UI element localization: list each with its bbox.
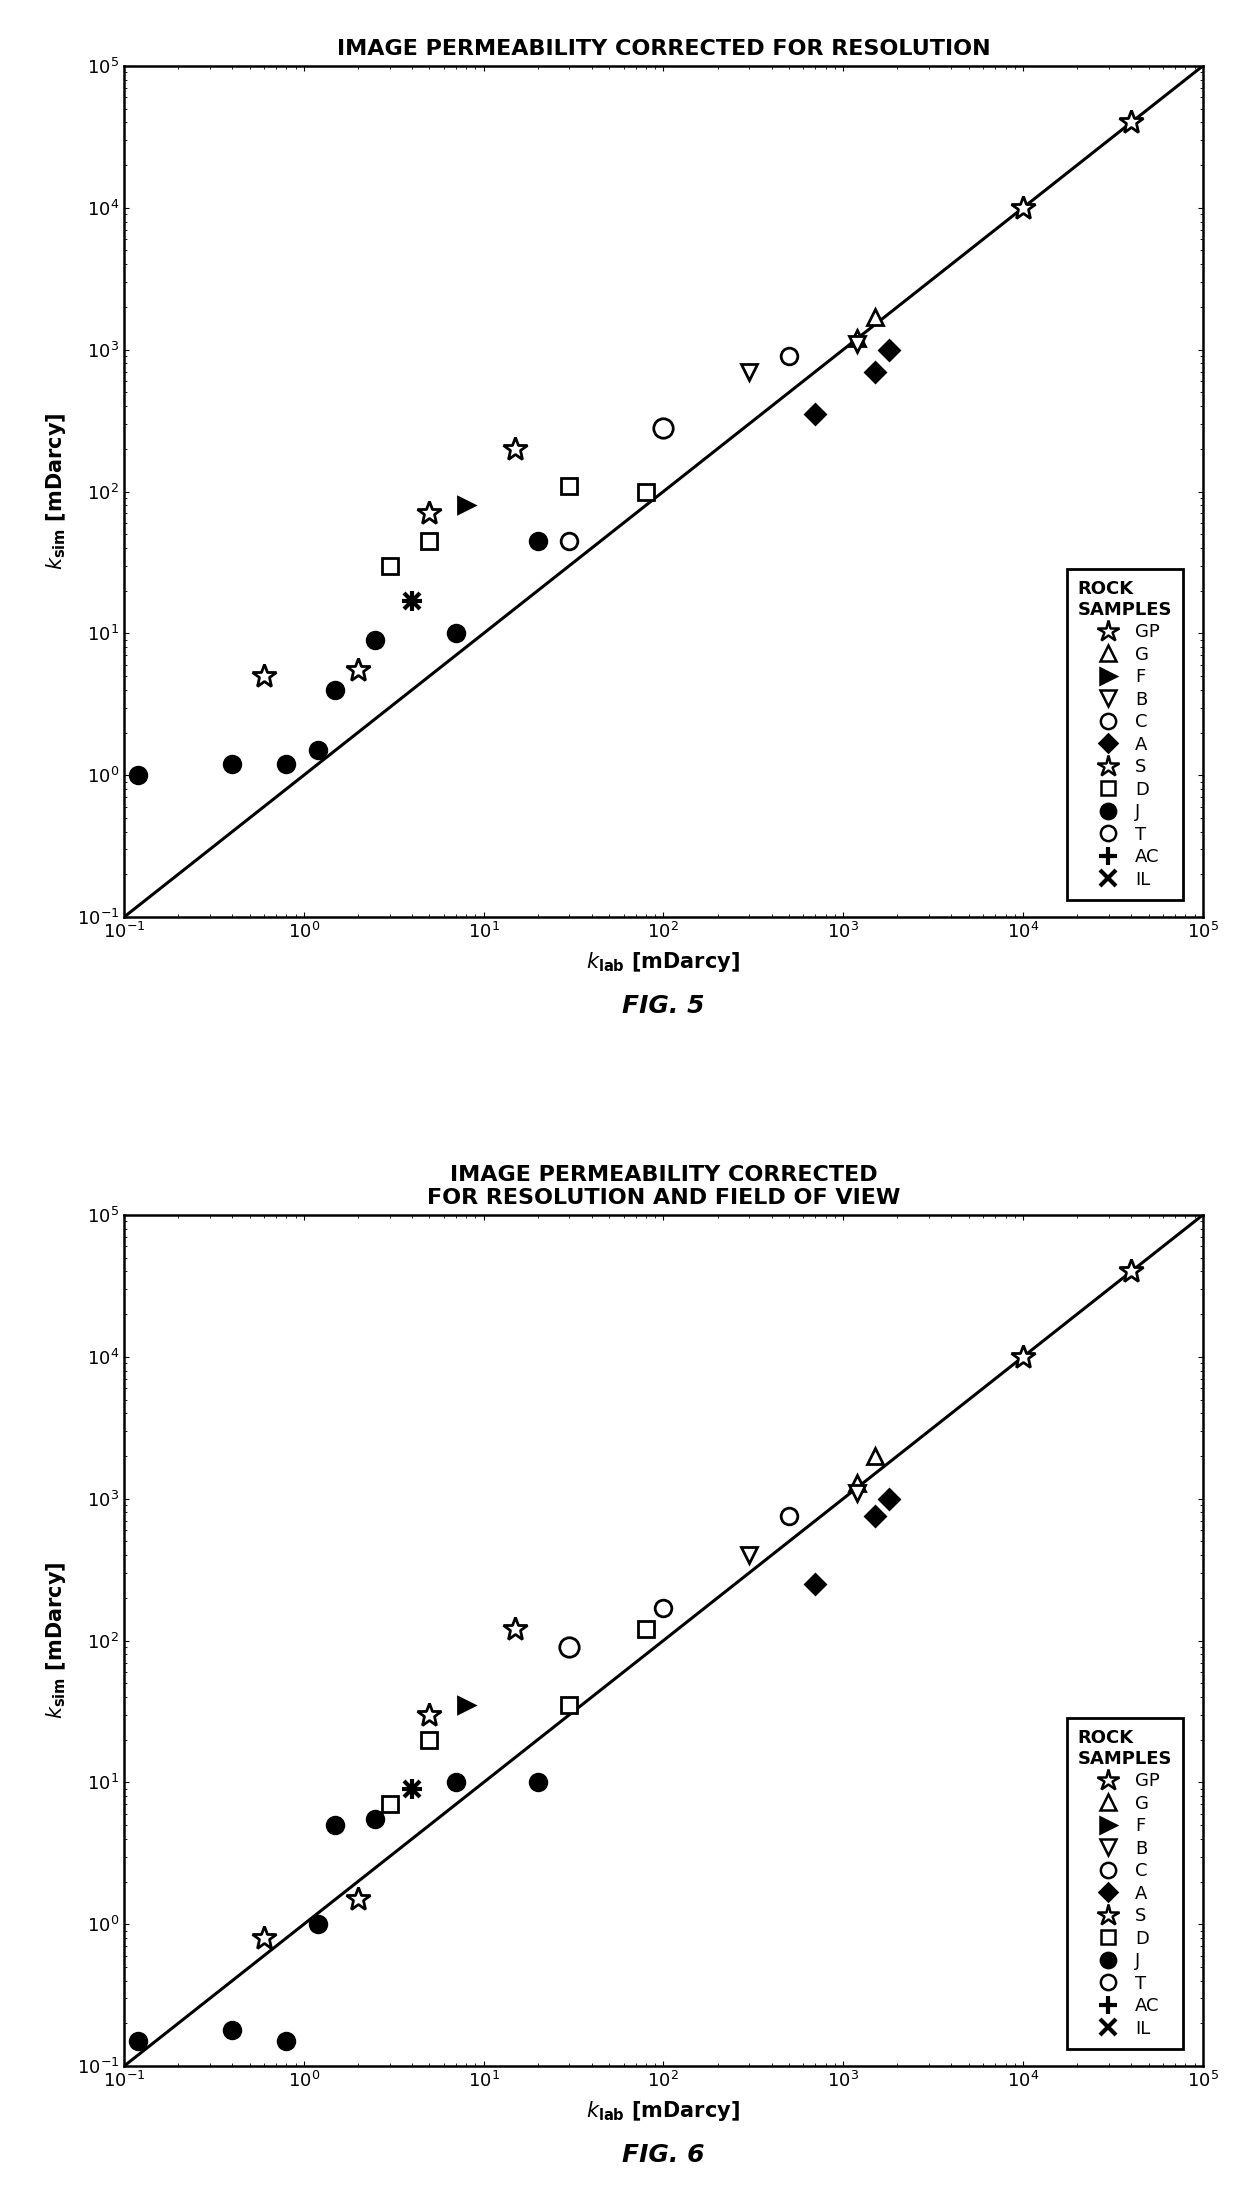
X-axis label: $k_\mathbf{lab}$ [mDarcy]: $k_\mathbf{lab}$ [mDarcy] bbox=[587, 950, 740, 974]
Legend: GP, G, F, B, C, A, S, D, J, T, AC, IL: GP, G, F, B, C, A, S, D, J, T, AC, IL bbox=[1066, 1719, 1183, 2049]
Y-axis label: $k_\mathbf{sim}$ [mDarcy]: $k_\mathbf{sim}$ [mDarcy] bbox=[45, 1563, 68, 1719]
X-axis label: $k_\mathbf{lab}$ [mDarcy]: $k_\mathbf{lab}$ [mDarcy] bbox=[587, 2099, 740, 2123]
Legend: GP, G, F, B, C, A, S, D, J, T, AC, IL: GP, G, F, B, C, A, S, D, J, T, AC, IL bbox=[1066, 569, 1183, 899]
Text: FIG. 5: FIG. 5 bbox=[622, 993, 704, 1018]
Title: IMAGE PERMEABILITY CORRECTED FOR RESOLUTION: IMAGE PERMEABILITY CORRECTED FOR RESOLUT… bbox=[336, 40, 991, 59]
Title: IMAGE PERMEABILITY CORRECTED
FOR RESOLUTION AND FIELD OF VIEW: IMAGE PERMEABILITY CORRECTED FOR RESOLUT… bbox=[427, 1165, 900, 1209]
Text: FIG. 6: FIG. 6 bbox=[622, 2143, 704, 2167]
Y-axis label: $k_\mathbf{sim}$ [mDarcy]: $k_\mathbf{sim}$ [mDarcy] bbox=[45, 413, 68, 569]
